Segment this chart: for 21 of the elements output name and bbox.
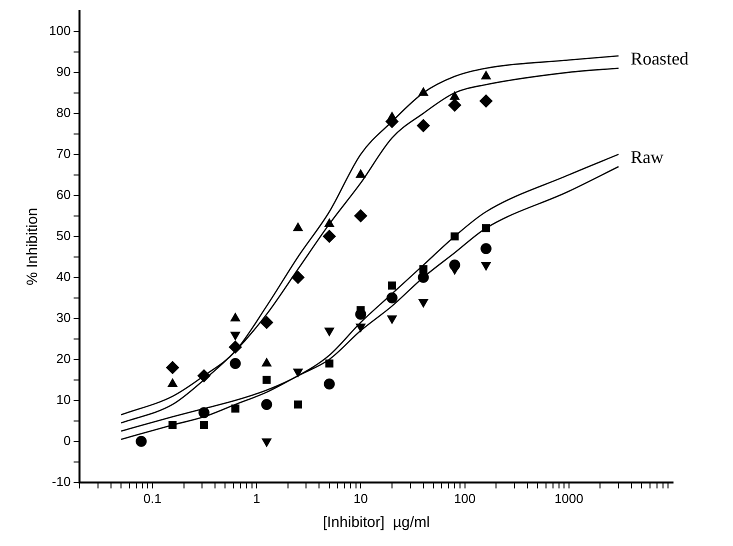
series-label: Raw	[630, 147, 664, 168]
x-tick-label: 100	[454, 490, 476, 506]
y-tick-label: 30	[56, 310, 71, 325]
y-tick-label: 10	[56, 392, 71, 407]
y-tick-label: 60	[56, 186, 71, 202]
y-tick-label: 100	[48, 22, 71, 38]
x-tick-label: 10	[353, 490, 368, 506]
x-tick-label: 0.1	[143, 490, 162, 506]
y-tick-label: -10	[52, 474, 71, 489]
y-tick-label: 0	[63, 432, 71, 448]
series-label: Roasted	[630, 48, 689, 69]
y-tick-label: 70	[56, 146, 71, 161]
y-tick-label: 80	[56, 104, 71, 120]
y-tick-label: 40	[56, 268, 71, 284]
y-tick-label: 20	[56, 350, 71, 366]
y-axis-title: % Inhibition	[24, 208, 42, 286]
y-tick-label: 50	[56, 228, 71, 243]
x-tick-label: 1	[252, 490, 260, 506]
y-tick-label: 90	[56, 64, 71, 79]
x-tick-label: 1000	[554, 490, 584, 506]
x-axis-title: [Inhibitor] µg/ml	[322, 514, 430, 532]
